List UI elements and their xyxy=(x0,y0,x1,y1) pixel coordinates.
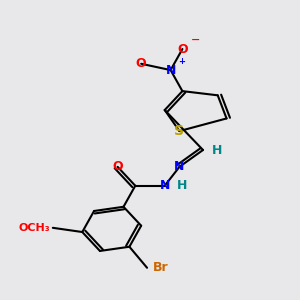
Text: N: N xyxy=(160,179,170,192)
Text: O: O xyxy=(177,43,188,56)
Text: O: O xyxy=(136,57,146,70)
Text: −: − xyxy=(191,35,201,45)
Text: O: O xyxy=(112,160,123,173)
Text: H: H xyxy=(212,143,222,157)
Text: S: S xyxy=(174,124,184,138)
Text: Br: Br xyxy=(153,261,169,274)
Text: N: N xyxy=(174,160,184,173)
Text: N: N xyxy=(165,64,176,76)
Text: +: + xyxy=(178,57,185,66)
Text: H: H xyxy=(176,179,187,192)
Text: OCH₃: OCH₃ xyxy=(18,223,50,233)
